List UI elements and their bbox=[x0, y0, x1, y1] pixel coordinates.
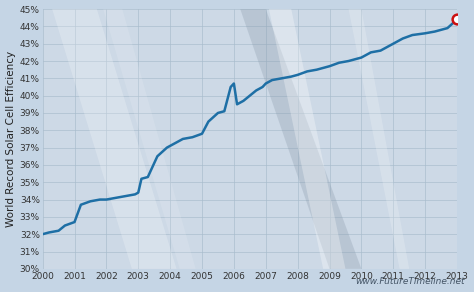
Y-axis label: World Record Solar Cell Efficiency: World Record Solar Cell Efficiency bbox=[6, 51, 16, 227]
Polygon shape bbox=[52, 9, 176, 269]
Polygon shape bbox=[269, 9, 346, 269]
Text: www.FutureTimeline.net: www.FutureTimeline.net bbox=[355, 277, 465, 286]
Polygon shape bbox=[103, 9, 196, 269]
Polygon shape bbox=[240, 9, 361, 269]
Polygon shape bbox=[349, 9, 409, 269]
